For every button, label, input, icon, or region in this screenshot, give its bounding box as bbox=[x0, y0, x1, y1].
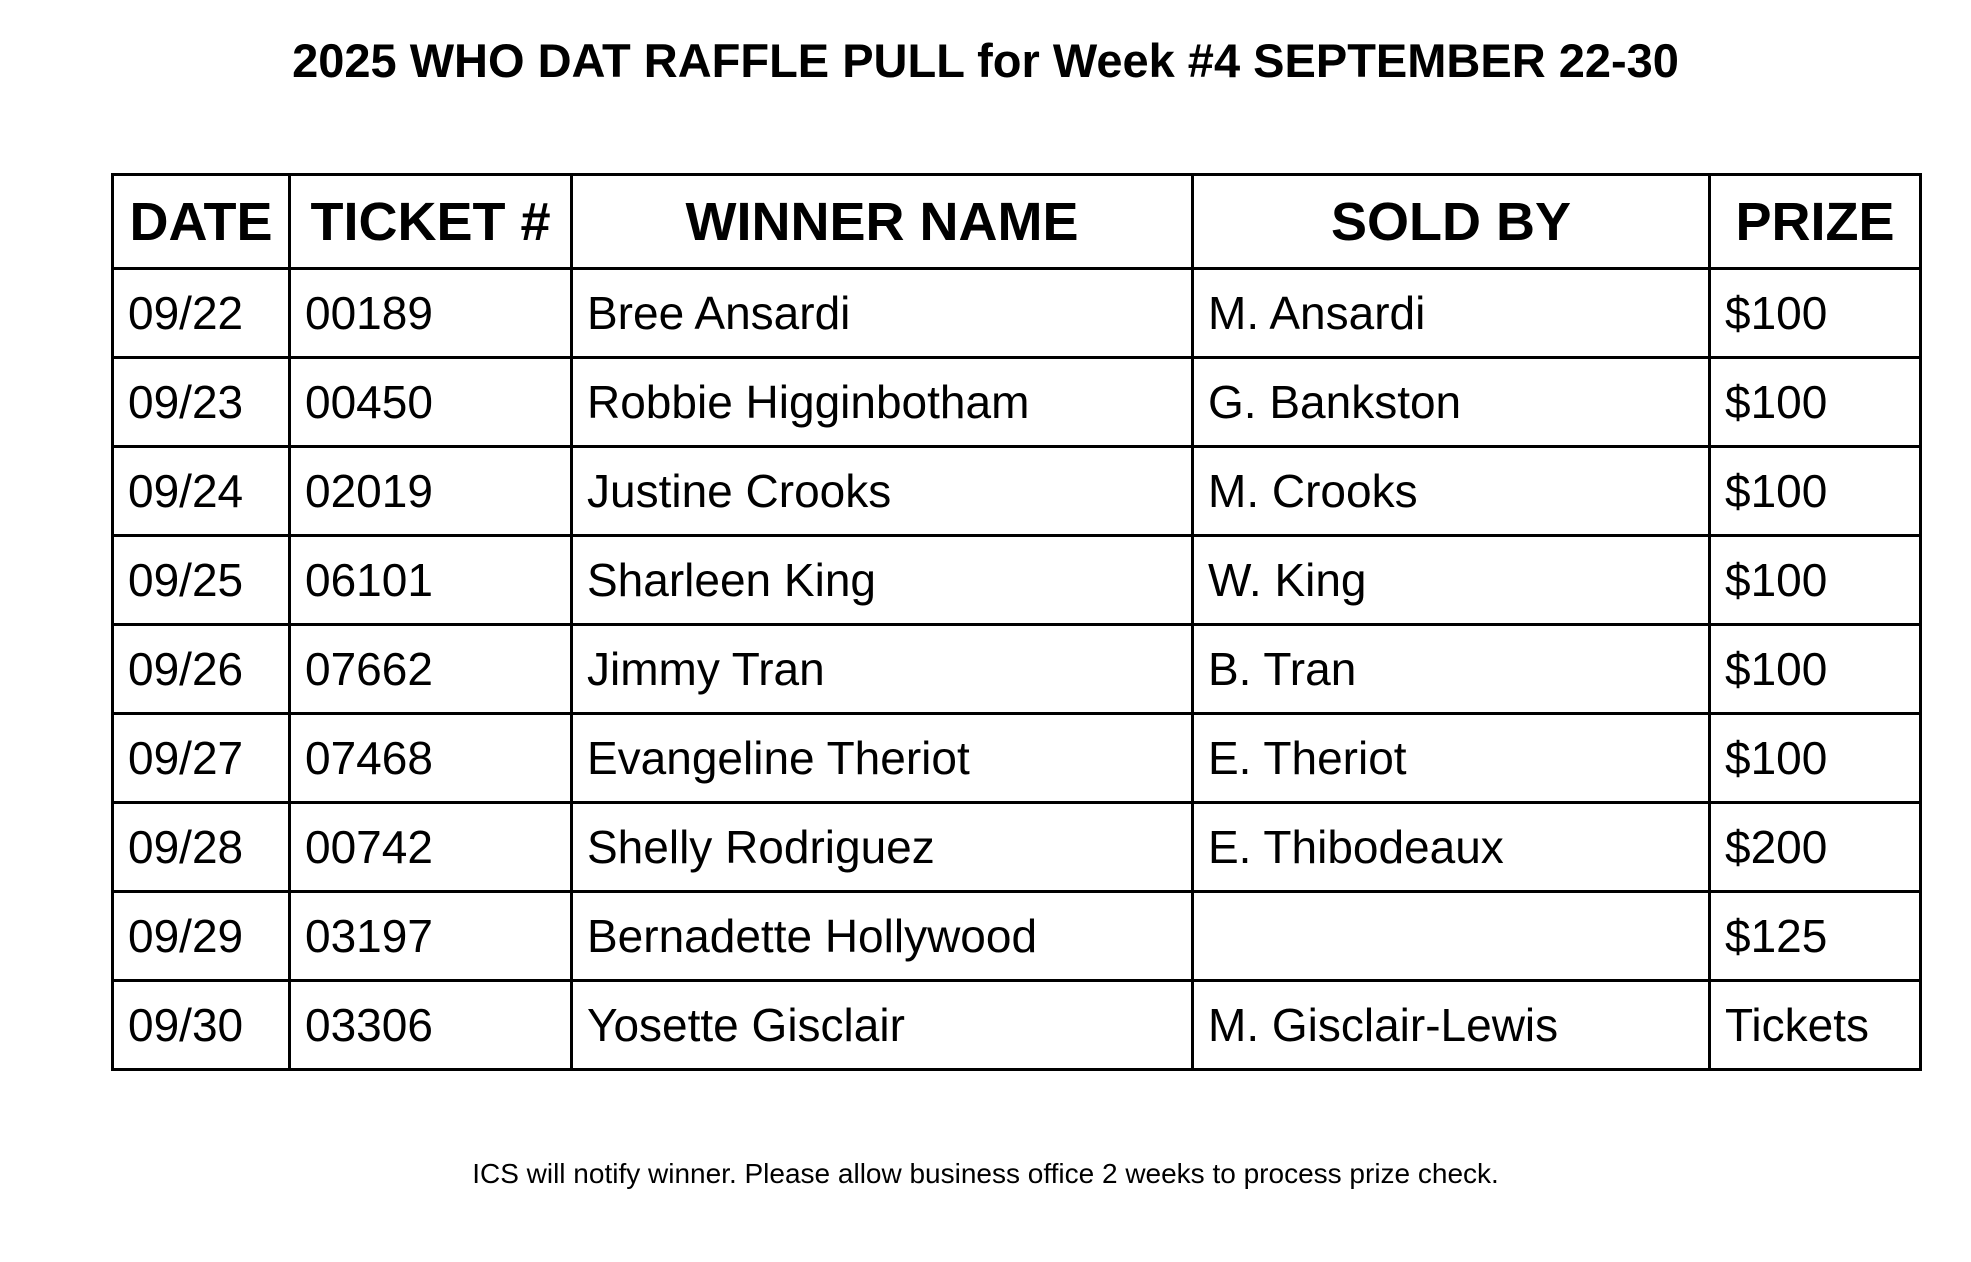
winner-name-cell: Jimmy Tran bbox=[570, 623, 1194, 715]
ticket-cell: 02019 bbox=[288, 445, 573, 537]
ticket-cell: 00450 bbox=[288, 356, 573, 448]
table-row: 09/29 03197 Bernadette Hollywood $125 bbox=[111, 890, 1922, 982]
table-row: 09/28 00742 Shelly Rodriguez E. Thibodeaux $… bbox=[111, 801, 1922, 893]
ticket-cell: 06101 bbox=[288, 534, 573, 626]
sold-by-cell: M. Crooks bbox=[1191, 445, 1711, 537]
ticket-cell: 00742 bbox=[288, 801, 573, 893]
date-cell: 09/22 bbox=[111, 267, 291, 359]
ticket-cell: 03197 bbox=[288, 890, 573, 982]
table-row: 09/23 00450 Robbie Higginbotham G. Bankston… bbox=[111, 356, 1922, 448]
date-cell: 09/25 bbox=[111, 534, 291, 626]
footer-note: ICS will notify winner. Please allow bus… bbox=[472, 1158, 1499, 1189]
table-row: 09/25 06101 Sharleen King W. King $100 bbox=[111, 534, 1922, 626]
header-sold-by: SOLD BY bbox=[1191, 173, 1711, 270]
winner-name-cell: Robbie Higginbotham bbox=[570, 356, 1194, 448]
ticket-cell: 03306 bbox=[288, 979, 573, 1071]
sold-by-cell: E. Theriot bbox=[1191, 712, 1711, 804]
date-cell: 09/28 bbox=[111, 801, 291, 893]
date-cell: 09/23 bbox=[111, 356, 291, 448]
winner-name-cell: Bree Ansardi bbox=[570, 267, 1194, 359]
ticket-cell: 07468 bbox=[288, 712, 573, 804]
prize-cell: Tickets bbox=[1708, 979, 1922, 1071]
date-cell: 09/24 bbox=[111, 445, 291, 537]
prize-cell: $100 bbox=[1708, 445, 1922, 537]
sold-by-cell bbox=[1191, 890, 1711, 982]
header-date: DATE bbox=[111, 173, 291, 270]
date-cell: 09/27 bbox=[111, 712, 291, 804]
header-prize: PRIZE bbox=[1708, 173, 1922, 270]
raffle-results-table: DATE TICKET # WINNER NAME SOLD BY PRIZE … bbox=[111, 173, 1922, 1071]
page-title: 2025 WHO DAT RAFFLE PULL for Week #4 SEP… bbox=[292, 34, 1679, 87]
prize-cell: $100 bbox=[1708, 267, 1922, 359]
prize-cell: $100 bbox=[1708, 534, 1922, 626]
ticket-cell: 00189 bbox=[288, 267, 573, 359]
prize-cell: $100 bbox=[1708, 712, 1922, 804]
winner-name-cell: Evangeline Theriot bbox=[570, 712, 1194, 804]
table-row: 09/27 07468 Evangeline Theriot E. Theriot $1… bbox=[111, 712, 1922, 804]
date-cell: 09/30 bbox=[111, 979, 291, 1071]
winner-name-cell: Yosette Gisclair bbox=[570, 979, 1194, 1071]
prize-cell: $200 bbox=[1708, 801, 1922, 893]
header-ticket: TICKET # bbox=[288, 173, 573, 270]
sold-by-cell: W. King bbox=[1191, 534, 1711, 626]
winner-name-cell: Sharleen King bbox=[570, 534, 1194, 626]
date-cell: 09/29 bbox=[111, 890, 291, 982]
table-row: 09/26 07662 Jimmy Tran B. Tran $100 bbox=[111, 623, 1922, 715]
sold-by-cell: M. Ansardi bbox=[1191, 267, 1711, 359]
ticket-cell: 07662 bbox=[288, 623, 573, 715]
header-winner-name: WINNER NAME bbox=[570, 173, 1194, 270]
table-row: 09/30 03306 Yosette Gisclair M. Gisclair-Le… bbox=[111, 979, 1922, 1071]
sold-by-cell: E. Thibodeaux bbox=[1191, 801, 1711, 893]
prize-cell: $125 bbox=[1708, 890, 1922, 982]
winner-name-cell: Bernadette Hollywood bbox=[570, 890, 1194, 982]
sold-by-cell: G. Bankston bbox=[1191, 356, 1711, 448]
table-header-row: DATE TICKET # WINNER NAME SOLD BY PRIZE bbox=[111, 173, 1922, 270]
sold-by-cell: M. Gisclair-Lewis bbox=[1191, 979, 1711, 1071]
date-cell: 09/26 bbox=[111, 623, 291, 715]
winner-name-cell: Justine Crooks bbox=[570, 445, 1194, 537]
table-row: 09/22 00189 Bree Ansardi M. Ansardi $100 bbox=[111, 267, 1922, 359]
table-row: 09/24 02019 Justine Crooks M. Crooks $100 bbox=[111, 445, 1922, 537]
sold-by-cell: B. Tran bbox=[1191, 623, 1711, 715]
prize-cell: $100 bbox=[1708, 356, 1922, 448]
winner-name-cell: Shelly Rodriguez bbox=[570, 801, 1194, 893]
prize-cell: $100 bbox=[1708, 623, 1922, 715]
